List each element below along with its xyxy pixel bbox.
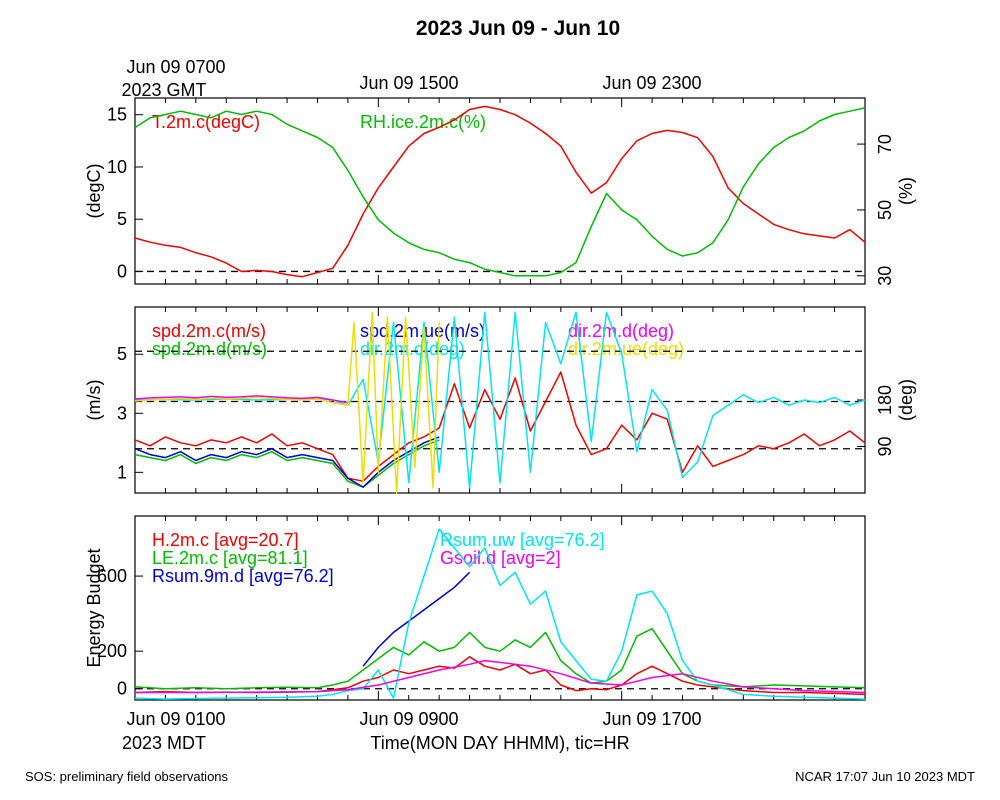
panel-1-y2label: (%): [896, 177, 916, 205]
series-line-rh-ice-2m-c: [134, 107, 866, 277]
x-axis-title: Time(MON DAY HHMM), tic=HR: [370, 733, 629, 753]
legend-h-2m-c: H.2m.c [avg=20.7]: [152, 530, 299, 550]
y-tick-label: 0: [117, 261, 127, 281]
footer-left: SOS: preliminary field observations: [25, 769, 229, 784]
legend-rsum-uw: Rsum.uw [avg=76.2]: [440, 530, 605, 550]
chart-title: 2023 Jun 09 - Jun 10: [416, 17, 620, 40]
panel-1-ylabel: (degC): [84, 163, 104, 218]
y2-tick-label: 30: [875, 266, 895, 286]
y-tick-label: 600: [97, 566, 127, 586]
top-axis-label-1: Jun 09 0700: [126, 57, 225, 77]
panel-2-y2label: (deg): [896, 379, 916, 421]
y-tick-label: 200: [97, 641, 127, 661]
legend-le-2m-c: LE.2m.c [avg=81.1]: [152, 548, 308, 568]
y2-tick-label: 90: [875, 436, 895, 456]
legend-spd-2m-d: spd.2m.d(m/s): [152, 339, 267, 359]
series-line-spd-2m-d-m-s: [134, 439, 440, 488]
y-tick-label: 5: [117, 209, 127, 229]
panel-3-ylabel: Energy Budget: [84, 548, 104, 667]
legend-spd-2m-c: spd.2m.c(m/s): [152, 321, 266, 341]
legend-t-2m-c: T.2m.c(degC): [152, 112, 260, 132]
top-axis-year-label: 2023 GMT: [121, 80, 206, 100]
bottom-axis-year-label: 2023 MDT: [122, 733, 206, 753]
panel-2-ylabel: (m/s): [84, 380, 104, 421]
chart-marks: 0 5 10 15 30 50 70 1 3 5 90 180 0 200 600: [97, 98, 895, 700]
series-line-le-2m-c: [134, 627, 866, 690]
series-line-rsum-9m-d: [362, 571, 471, 667]
y-tick-label: 0: [117, 679, 127, 699]
legend-dir-2m-c: dir.2m.c(deg): [360, 339, 465, 359]
top-axis-label-2: Jun 09 1500: [359, 73, 458, 93]
bottom-axis-label-2: Jun 09 0900: [359, 709, 458, 729]
series-line-dir-2m-ue-deg: [134, 311, 440, 494]
series-line-spd-2m-c-m-s: [134, 371, 866, 482]
legend-dir-2m-ue: dir.2m.ue(deg): [568, 339, 684, 359]
top-axis-label-3: Jun 09 2300: [602, 73, 701, 93]
legend-rh-ice-2m-c: RH.ice.2m.c(%): [360, 112, 486, 132]
series-line-dir-2m-d-deg: [134, 395, 349, 404]
legend-dir-2m-d: dir.2m.d(deg): [568, 321, 674, 341]
y-tick-label: 15: [107, 105, 127, 125]
footer-right: NCAR 17:07 Jun 10 2023 MDT: [795, 769, 975, 784]
y2-tick-label: 70: [875, 134, 895, 154]
y2-tick-label: 50: [875, 200, 895, 220]
y-tick-label: 1: [117, 462, 127, 482]
y-tick-label: 3: [117, 403, 127, 423]
legend-gsoil-d: Gsoil.d [avg=2]: [440, 548, 561, 568]
series-line-spd-2m-ue-m-s: [134, 436, 440, 488]
y-tick-label: 10: [107, 157, 127, 177]
series-line-gsoil-d: [135, 659, 866, 694]
series-line-t-2m-c-degc: [134, 105, 866, 278]
y2-tick-label: 180: [875, 385, 895, 415]
series-line-rsum-uw: [134, 528, 866, 700]
bottom-axis-label-1: Jun 09 0100: [126, 709, 225, 729]
bottom-axis-label-3: Jun 09 1700: [602, 709, 701, 729]
legend-rsum-9m-d: Rsum.9m.d [avg=76.2]: [152, 566, 334, 586]
y-tick-label: 5: [117, 344, 127, 364]
